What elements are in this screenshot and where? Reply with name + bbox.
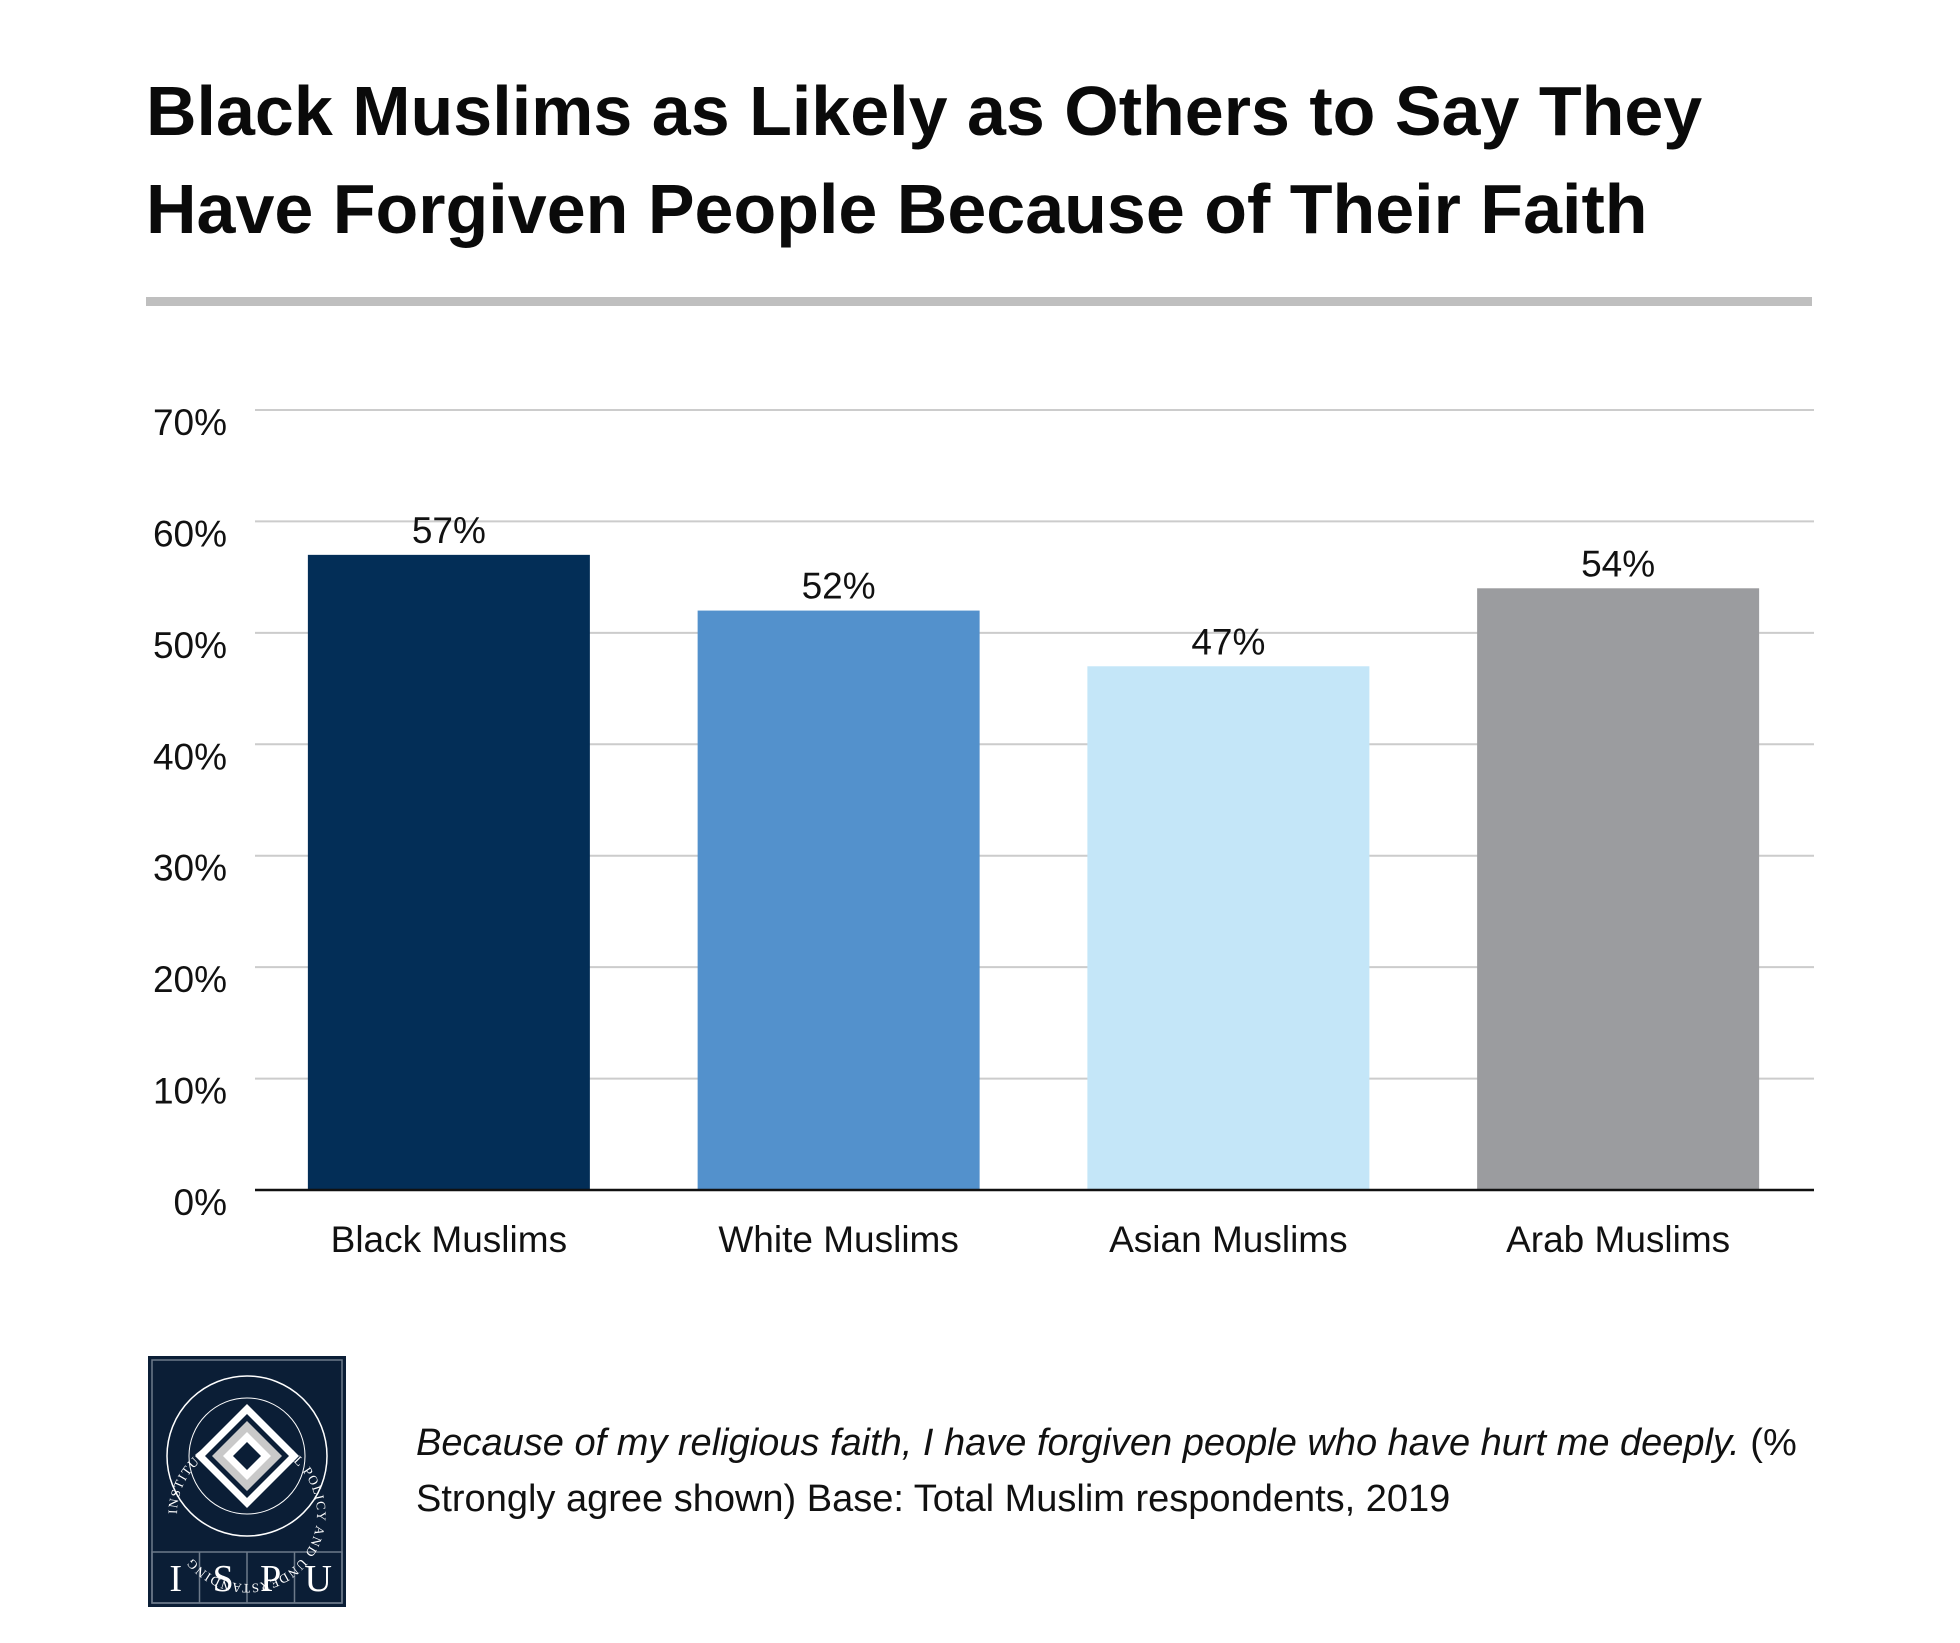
x-category-label: Black Muslims [331, 1219, 567, 1260]
ispu-logo: INSTITUTE FOR SOCIAL POLICY AND UNDERSTA… [148, 1356, 346, 1607]
logo-letter-s: S [213, 1558, 234, 1600]
x-category-label: Arab Muslims [1506, 1219, 1730, 1260]
y-tick-label: 70% [153, 402, 227, 443]
bar [1477, 588, 1760, 1190]
y-tick-label: 50% [153, 625, 227, 666]
bar [697, 610, 980, 1190]
bar-value-label: 52% [802, 566, 876, 607]
y-tick-label: 20% [153, 959, 227, 1000]
x-category-label: White Muslims [718, 1219, 959, 1260]
bar [307, 554, 590, 1190]
bar [1087, 666, 1370, 1190]
bar-value-label: 57% [412, 510, 486, 551]
y-tick-label: 40% [153, 736, 227, 777]
footnote-note: (% Strongly agree shown) Base: Total Mus… [416, 1422, 1797, 1520]
logo-letter-p: P [260, 1558, 281, 1600]
bar-chart: 0% 10% 20% 30% 40% 50% 60% 70% 57% Black Muslims 5… [153, 402, 1814, 1260]
footnote: Because of my religious faith, I have fo… [416, 1415, 1836, 1527]
bar-value-label: 47% [1191, 621, 1265, 662]
logo-letter-i: I [169, 1558, 182, 1600]
y-tick-label: 30% [153, 848, 227, 889]
y-tick-label: 10% [153, 1071, 227, 1112]
x-category-label: Asian Muslims [1109, 1219, 1348, 1260]
logo-letter-u: U [305, 1558, 332, 1600]
y-tick-label: 0% [174, 1182, 227, 1223]
chart-title-line-2: Have Forgiven People Because of Their Fa… [146, 170, 1648, 248]
title-divider [146, 297, 1812, 306]
ring-icon [166, 1375, 328, 1537]
diamond-icon [195, 1404, 299, 1508]
y-tick-label: 60% [153, 513, 227, 554]
chart-title: Black Muslims as Likely as Others to Say… [146, 62, 1846, 258]
footnote-question: Because of my religious faith, I have fo… [416, 1422, 1740, 1464]
bar-value-label: 54% [1581, 543, 1655, 584]
chart-title-line-1: Black Muslims as Likely as Others to Say… [146, 72, 1703, 150]
